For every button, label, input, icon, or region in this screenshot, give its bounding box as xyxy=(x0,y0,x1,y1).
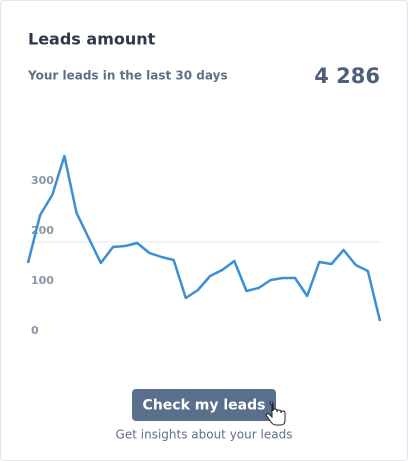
hand-cursor xyxy=(265,401,286,426)
button[interactable]: Check my leads xyxy=(132,389,276,421)
button-background[interactable] xyxy=(132,389,276,421)
button-label[interactable]: Check my leads xyxy=(143,398,266,414)
y-tick-label: 0 xyxy=(31,324,39,337)
card-title: Leads amount xyxy=(28,30,156,49)
total-leads: 4 286 xyxy=(314,64,380,88)
y-tick-label: 100 xyxy=(31,274,54,287)
leads-line xyxy=(26,154,382,322)
card-subtitle: Your leads in the last 30 days xyxy=(27,69,228,83)
y-tick-label: 300 xyxy=(31,174,54,187)
caption: Get insights about your leads xyxy=(116,428,293,442)
